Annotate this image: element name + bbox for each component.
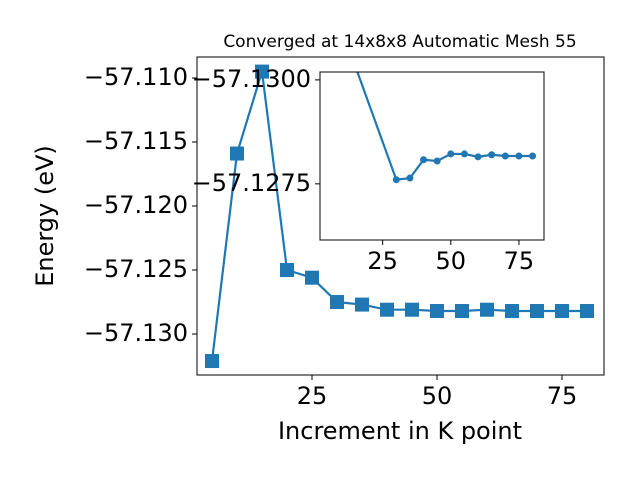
marker bbox=[555, 303, 569, 318]
y-tick-label: −57.120 bbox=[84, 191, 188, 219]
x-tick-label: 50 bbox=[422, 382, 453, 410]
marker bbox=[255, 64, 269, 79]
axes-frame bbox=[319, 71, 545, 241]
y-tick-label: −57.130 bbox=[84, 319, 188, 347]
marker bbox=[433, 157, 441, 165]
plot-clip bbox=[356, 72, 537, 184]
marker bbox=[501, 152, 509, 160]
marker bbox=[392, 176, 400, 184]
y-axis-label: Energy (eV) bbox=[31, 145, 59, 287]
marker bbox=[380, 302, 394, 317]
marker bbox=[447, 150, 455, 158]
marker bbox=[515, 152, 523, 160]
marker bbox=[420, 156, 428, 164]
y-tick-label: −57.1275 bbox=[192, 169, 311, 197]
y-tick-label: −57.1300 bbox=[192, 65, 311, 93]
marker bbox=[305, 270, 319, 285]
axes-frame bbox=[196, 56, 605, 376]
marker bbox=[430, 303, 444, 318]
line bbox=[210, 71, 587, 362]
x-axis-label: Increment in K point bbox=[278, 417, 522, 445]
chart-title: Converged at 14x8x8 Automatic Mesh 55 bbox=[223, 32, 576, 52]
marker bbox=[529, 152, 537, 160]
x-tick-label: 25 bbox=[367, 247, 398, 275]
marker bbox=[460, 150, 468, 158]
marker bbox=[580, 303, 594, 318]
marker bbox=[474, 153, 482, 161]
marker bbox=[455, 303, 469, 318]
marker bbox=[406, 174, 414, 182]
marker bbox=[405, 302, 419, 317]
x-tick-label: 25 bbox=[297, 382, 328, 410]
marker bbox=[488, 151, 496, 159]
marker bbox=[480, 302, 494, 317]
marker bbox=[280, 263, 294, 278]
marker bbox=[355, 297, 369, 312]
y-tick-label: −57.110 bbox=[84, 63, 188, 91]
plot-clip bbox=[205, 64, 594, 369]
marker bbox=[330, 295, 344, 310]
x-tick-label: 75 bbox=[504, 247, 535, 275]
x-tick-label: 50 bbox=[436, 247, 467, 275]
marker bbox=[230, 146, 244, 161]
y-tick-label: −57.115 bbox=[84, 127, 188, 155]
marker bbox=[530, 303, 544, 318]
marker bbox=[505, 303, 519, 318]
y-tick-label: −57.125 bbox=[84, 255, 188, 283]
marker bbox=[205, 354, 219, 369]
x-tick-label: 75 bbox=[547, 382, 578, 410]
